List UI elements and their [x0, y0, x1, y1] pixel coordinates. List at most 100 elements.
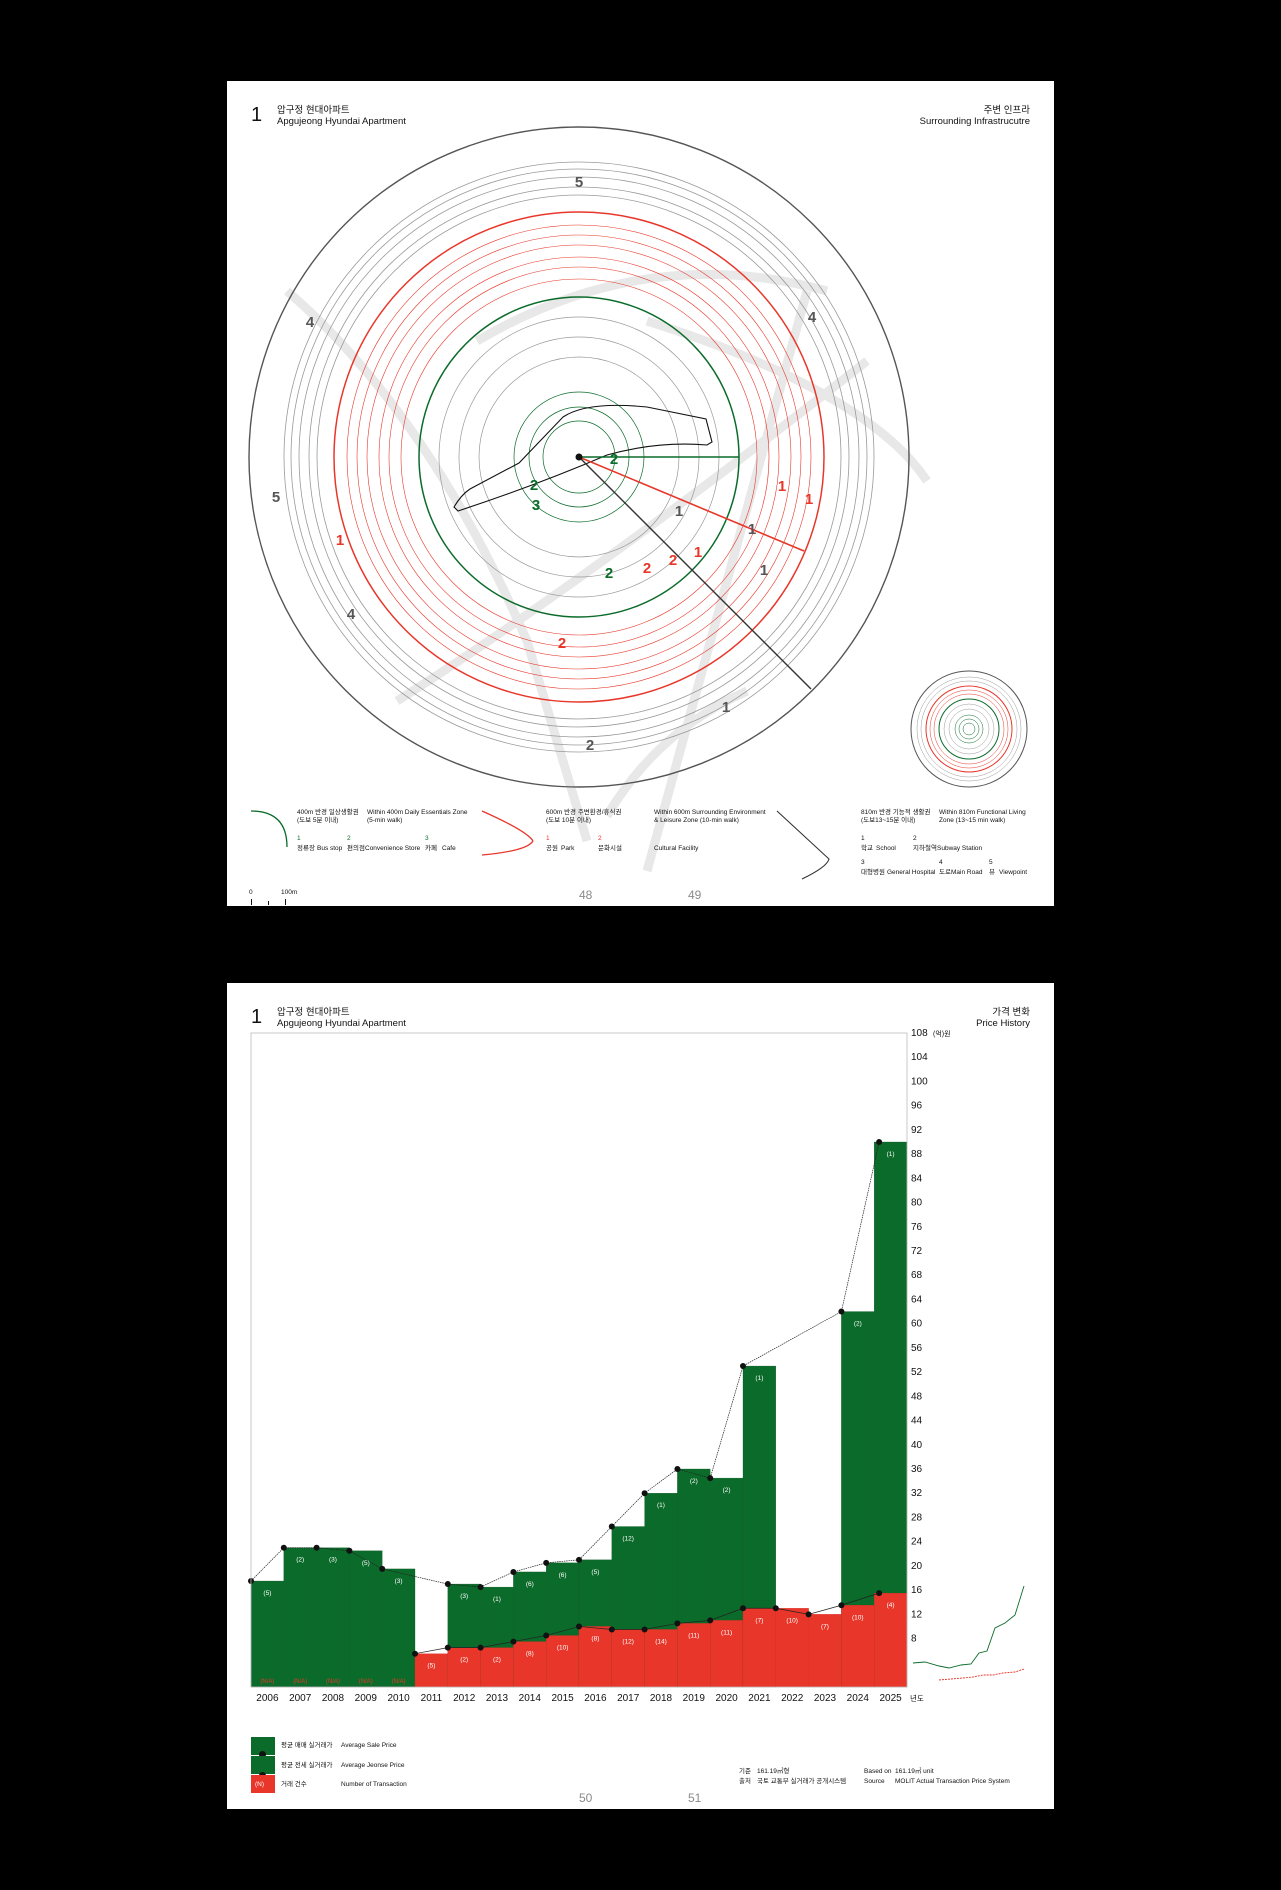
apartment-title-en: Apgujeong Hyundai Apartment [277, 1018, 406, 1029]
legend-sale-en: Average Sale Price [341, 1742, 397, 1749]
x-tick-label: 2012 [453, 1693, 476, 1703]
sale-point [510, 1568, 517, 1575]
legend-600-item-1-ko: 공원 [546, 845, 558, 852]
legend-400-ko: 400m 반경 일상생활권 [297, 809, 359, 816]
source-en-label: Source [864, 1778, 885, 1785]
y-tick-label: 8 [911, 1634, 917, 1645]
legend-600-ko: 600m 반경 주변환경/휴식권 [546, 809, 622, 816]
jeonse-point [608, 1626, 615, 1633]
zone-ring [356, 234, 802, 680]
legend-arc-red-bottom [481, 840, 534, 856]
legend-810-item-3-ko: 대형병원 [861, 869, 885, 876]
sale-point [543, 1559, 550, 1566]
ring-label: 2 [530, 477, 538, 494]
sale-count-label: (2) [854, 1321, 862, 1328]
x-tick-label: 2014 [519, 1693, 542, 1703]
sale-point [876, 1139, 883, 1145]
sale-count-label: (1) [755, 1375, 763, 1382]
mini-ring [943, 703, 995, 755]
y-tick-label: 84 [911, 1173, 923, 1184]
jeonse-bar [710, 1620, 744, 1688]
sale-point [444, 1581, 451, 1588]
ring-label: 2 [643, 560, 651, 577]
zone-ring [388, 266, 770, 648]
jeonse-point [838, 1602, 845, 1609]
ring-label: 2 [586, 737, 594, 754]
legend-400-item-3-en: Cafe [442, 845, 456, 852]
legend-400-item-3-ko: 카페 [425, 845, 437, 852]
ring-label: 1 [760, 562, 768, 579]
ring-label: 4 [306, 314, 315, 331]
mini-ring [948, 708, 990, 750]
legend-810-en: Within 810m Functional Living [939, 809, 1026, 816]
zone-ring [400, 278, 758, 636]
x-tick-label: 2006 [256, 1693, 279, 1703]
sale-point [379, 1565, 386, 1572]
jeonse-point [740, 1605, 746, 1612]
x-tick-label: 2023 [814, 1693, 837, 1703]
zone-ring [378, 256, 780, 658]
jeonse-count-label: (14) [655, 1638, 667, 1645]
y-tick-label: 96 [911, 1101, 923, 1112]
y-tick-label: 68 [911, 1270, 923, 1281]
mini-ring [958, 718, 980, 740]
legend-arc-green [250, 810, 288, 848]
mini-ring [925, 685, 1013, 773]
legend-sale-swatch [251, 1737, 275, 1755]
y-tick-label: 48 [911, 1391, 923, 1402]
x-tick-label: 2019 [683, 1693, 706, 1703]
legend-count-en: Number of Transaction [341, 1781, 407, 1788]
apartment-number: 1 [251, 1006, 263, 1028]
jeonse-count-label: (N/A) [359, 1679, 373, 1685]
x-tick-label: 2009 [355, 1693, 378, 1703]
legend-400-item-3-num: 3 [425, 835, 429, 842]
mini-ring [933, 693, 1005, 765]
legend-count-ko: 거래 건수 [281, 1781, 307, 1788]
sale-count-label: (5) [263, 1590, 271, 1597]
jeonse-point [543, 1632, 550, 1639]
y-tick-label: 16 [911, 1585, 923, 1596]
jeonse-point [674, 1620, 681, 1627]
zone-ring [298, 176, 860, 738]
chart-source: 기준 161.19㎡형 출처 국토 교통부 실거래가 공개시스템 Based o… [739, 1768, 1039, 1798]
jeonse-bar [644, 1629, 678, 1688]
ring-label: 1 [805, 491, 813, 508]
jeonse-point [641, 1626, 648, 1633]
x-tick-label: 2011 [421, 1693, 443, 1703]
sale-count-label: (6) [559, 1572, 567, 1579]
sale-count-label: (5) [591, 1569, 599, 1576]
zone-ring [283, 161, 875, 753]
source-ko-label: 출처 [739, 1778, 751, 1785]
basis-ko: 161.19㎡형 [757, 1768, 790, 1775]
legend-810-item-1-ko: 학교 [861, 845, 873, 852]
sale-point [477, 1584, 484, 1591]
legend-400-item-2-en: Convenience Store [365, 845, 421, 852]
basis-en-label: Based on [864, 1768, 892, 1775]
sale-point [608, 1523, 615, 1530]
sale-point [280, 1544, 287, 1551]
ring-label: 4 [808, 309, 817, 326]
basis-ko-label: 기준 [739, 1768, 751, 1775]
apartment-title: 압구정 현대아파트 Apgujeong Hyundai Apartment [277, 1007, 406, 1029]
sale-count-label: (1) [493, 1596, 501, 1603]
zone-ring [346, 224, 812, 690]
zone-ring [308, 186, 850, 728]
radius-line-810 [578, 456, 812, 690]
jeonse-count-label: (2) [460, 1657, 468, 1664]
y-tick-label: 36 [911, 1464, 923, 1475]
y-tick-label: 104 [911, 1052, 928, 1063]
apartment-title: 압구정 현대아파트 Apgujeong Hyundai Apartment [277, 105, 406, 127]
jeonse-point [510, 1638, 517, 1645]
sale-point [674, 1466, 681, 1472]
legend-810-item-3-num: 3 [861, 859, 865, 866]
sale-point [313, 1544, 320, 1551]
legend-810-item-4-num: 4 [939, 859, 943, 866]
legend-arc-grey [776, 810, 830, 880]
sale-count-label: (1) [657, 1502, 665, 1509]
y-axis-unit: (억)원 [933, 1029, 951, 1038]
legend-600-item-1-num: 1 [546, 835, 550, 842]
mini-ring [954, 714, 984, 744]
source-ko: 국토 교통부 실거래가 공개시스템 [757, 1778, 847, 1785]
jeonse-count-label: (11) [721, 1629, 732, 1636]
